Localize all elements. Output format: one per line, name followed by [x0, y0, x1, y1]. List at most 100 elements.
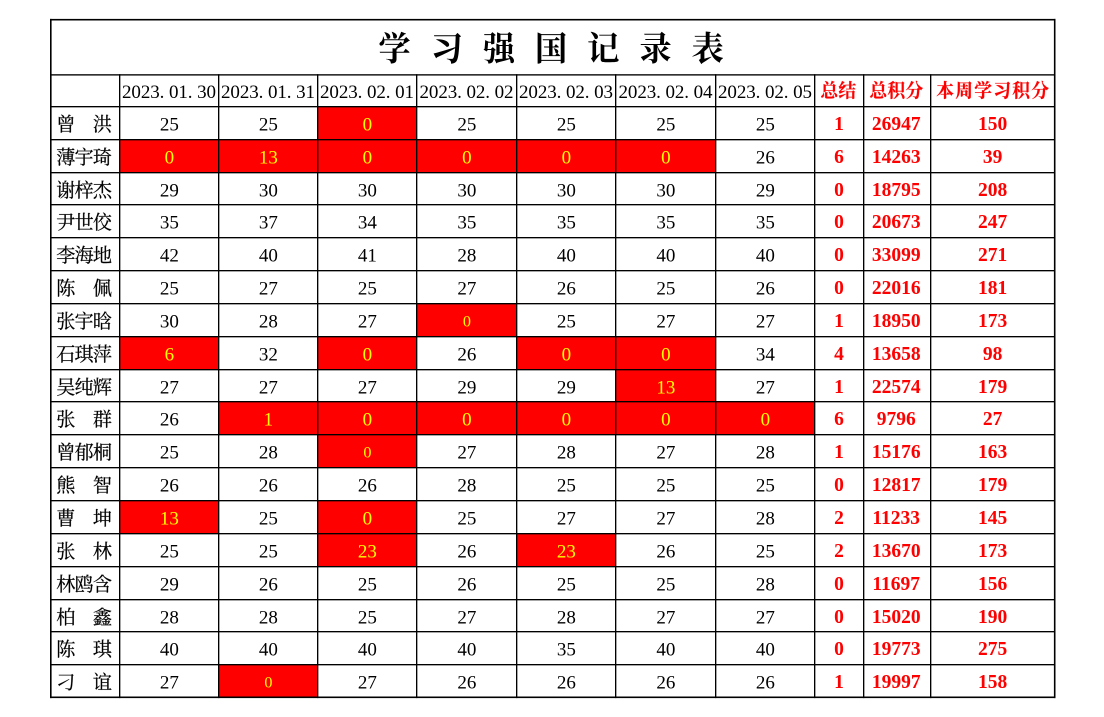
svg-text:25: 25 — [557, 311, 576, 332]
svg-text:40: 40 — [259, 639, 278, 660]
svg-text:26: 26 — [259, 475, 278, 496]
svg-text:2023. 02. 02: 2023. 02. 02 — [420, 82, 514, 103]
svg-text:25: 25 — [756, 114, 775, 135]
svg-text:35: 35 — [557, 639, 576, 660]
svg-text:40: 40 — [160, 639, 179, 660]
svg-text:25: 25 — [557, 114, 576, 135]
svg-text:19997: 19997 — [872, 672, 921, 693]
svg-text:0: 0 — [834, 180, 844, 201]
svg-text:27: 27 — [756, 607, 775, 628]
svg-text:25: 25 — [457, 508, 476, 529]
svg-text:25: 25 — [358, 574, 377, 595]
svg-text:25: 25 — [358, 607, 377, 628]
svg-text:2: 2 — [834, 508, 844, 529]
svg-text:0: 0 — [834, 212, 844, 233]
svg-text:15176: 15176 — [872, 442, 921, 463]
svg-text:27: 27 — [457, 442, 476, 463]
svg-text:0: 0 — [562, 147, 572, 168]
svg-text:40: 40 — [756, 245, 775, 266]
svg-text:25: 25 — [457, 114, 476, 135]
svg-text:25: 25 — [259, 508, 278, 529]
svg-text:163: 163 — [978, 442, 1008, 463]
svg-text:30: 30 — [656, 180, 675, 201]
svg-text:25: 25 — [656, 475, 675, 496]
svg-text:39: 39 — [983, 147, 1003, 168]
svg-text:27: 27 — [557, 508, 576, 529]
svg-text:0: 0 — [463, 312, 471, 330]
svg-text:15020: 15020 — [872, 607, 921, 628]
svg-text:150: 150 — [978, 114, 1007, 135]
svg-text:4: 4 — [834, 344, 844, 365]
svg-text:0: 0 — [562, 344, 572, 365]
svg-text:26: 26 — [457, 541, 476, 562]
svg-text:9796: 9796 — [877, 409, 916, 430]
svg-text:27: 27 — [656, 508, 675, 529]
svg-text:26: 26 — [557, 278, 576, 299]
svg-text:27: 27 — [457, 607, 476, 628]
svg-text:30: 30 — [358, 180, 377, 201]
svg-text:1: 1 — [834, 377, 844, 398]
svg-text:34: 34 — [358, 212, 378, 233]
svg-text:6: 6 — [165, 344, 175, 365]
svg-text:208: 208 — [978, 180, 1008, 201]
svg-text:181: 181 — [978, 278, 1007, 299]
svg-text:0: 0 — [761, 409, 771, 430]
svg-text:0: 0 — [363, 114, 373, 135]
svg-text:28: 28 — [756, 574, 775, 595]
svg-text:2023. 01. 30: 2023. 01. 30 — [122, 82, 216, 103]
svg-text:28: 28 — [259, 442, 278, 463]
svg-text:173: 173 — [978, 311, 1008, 332]
svg-text:30: 30 — [259, 180, 278, 201]
svg-text:28: 28 — [259, 311, 278, 332]
svg-text:27: 27 — [259, 377, 278, 398]
svg-text:40: 40 — [259, 245, 278, 266]
svg-text:35: 35 — [756, 212, 775, 233]
svg-text:27: 27 — [656, 311, 675, 332]
svg-text:35: 35 — [457, 212, 476, 233]
svg-text:41: 41 — [358, 245, 377, 266]
svg-text:26: 26 — [756, 278, 775, 299]
svg-text:0: 0 — [264, 673, 272, 691]
svg-text:0: 0 — [562, 409, 572, 430]
svg-text:0: 0 — [834, 245, 844, 266]
svg-text:26: 26 — [756, 672, 775, 693]
svg-text:25: 25 — [160, 114, 179, 135]
svg-text:40: 40 — [358, 639, 377, 660]
svg-text:247: 247 — [978, 212, 1008, 233]
svg-text:27: 27 — [656, 607, 675, 628]
svg-text:30: 30 — [557, 180, 576, 201]
svg-text:179: 179 — [978, 377, 1008, 398]
svg-text:28: 28 — [457, 245, 476, 266]
svg-text:25: 25 — [160, 442, 179, 463]
svg-text:158: 158 — [978, 672, 1008, 693]
svg-text:2023. 02. 05: 2023. 02. 05 — [718, 82, 812, 103]
svg-text:26: 26 — [160, 409, 179, 430]
svg-text:1: 1 — [834, 442, 844, 463]
svg-text:27: 27 — [358, 311, 377, 332]
svg-text:29: 29 — [457, 377, 476, 398]
svg-text:1: 1 — [834, 311, 844, 332]
svg-text:27: 27 — [160, 672, 179, 693]
svg-text:145: 145 — [978, 508, 1008, 529]
svg-text:25: 25 — [160, 278, 179, 299]
svg-text:1: 1 — [834, 114, 844, 135]
svg-text:25: 25 — [358, 278, 377, 299]
svg-text:40: 40 — [656, 639, 675, 660]
svg-text:26: 26 — [457, 344, 476, 365]
svg-text:35: 35 — [656, 212, 675, 233]
svg-text:25: 25 — [656, 574, 675, 595]
svg-text:0: 0 — [363, 147, 373, 168]
svg-text:27: 27 — [656, 442, 675, 463]
svg-text:25: 25 — [160, 541, 179, 562]
svg-text:179: 179 — [978, 475, 1008, 496]
svg-text:1: 1 — [834, 672, 844, 693]
svg-text:27: 27 — [358, 672, 377, 693]
svg-text:13: 13 — [656, 377, 675, 398]
svg-text:27: 27 — [756, 311, 775, 332]
svg-text:26: 26 — [457, 672, 476, 693]
svg-text:18795: 18795 — [872, 180, 921, 201]
svg-text:28: 28 — [259, 607, 278, 628]
svg-text:0: 0 — [661, 409, 671, 430]
svg-text:271: 271 — [978, 245, 1007, 266]
svg-text:13658: 13658 — [872, 344, 921, 365]
